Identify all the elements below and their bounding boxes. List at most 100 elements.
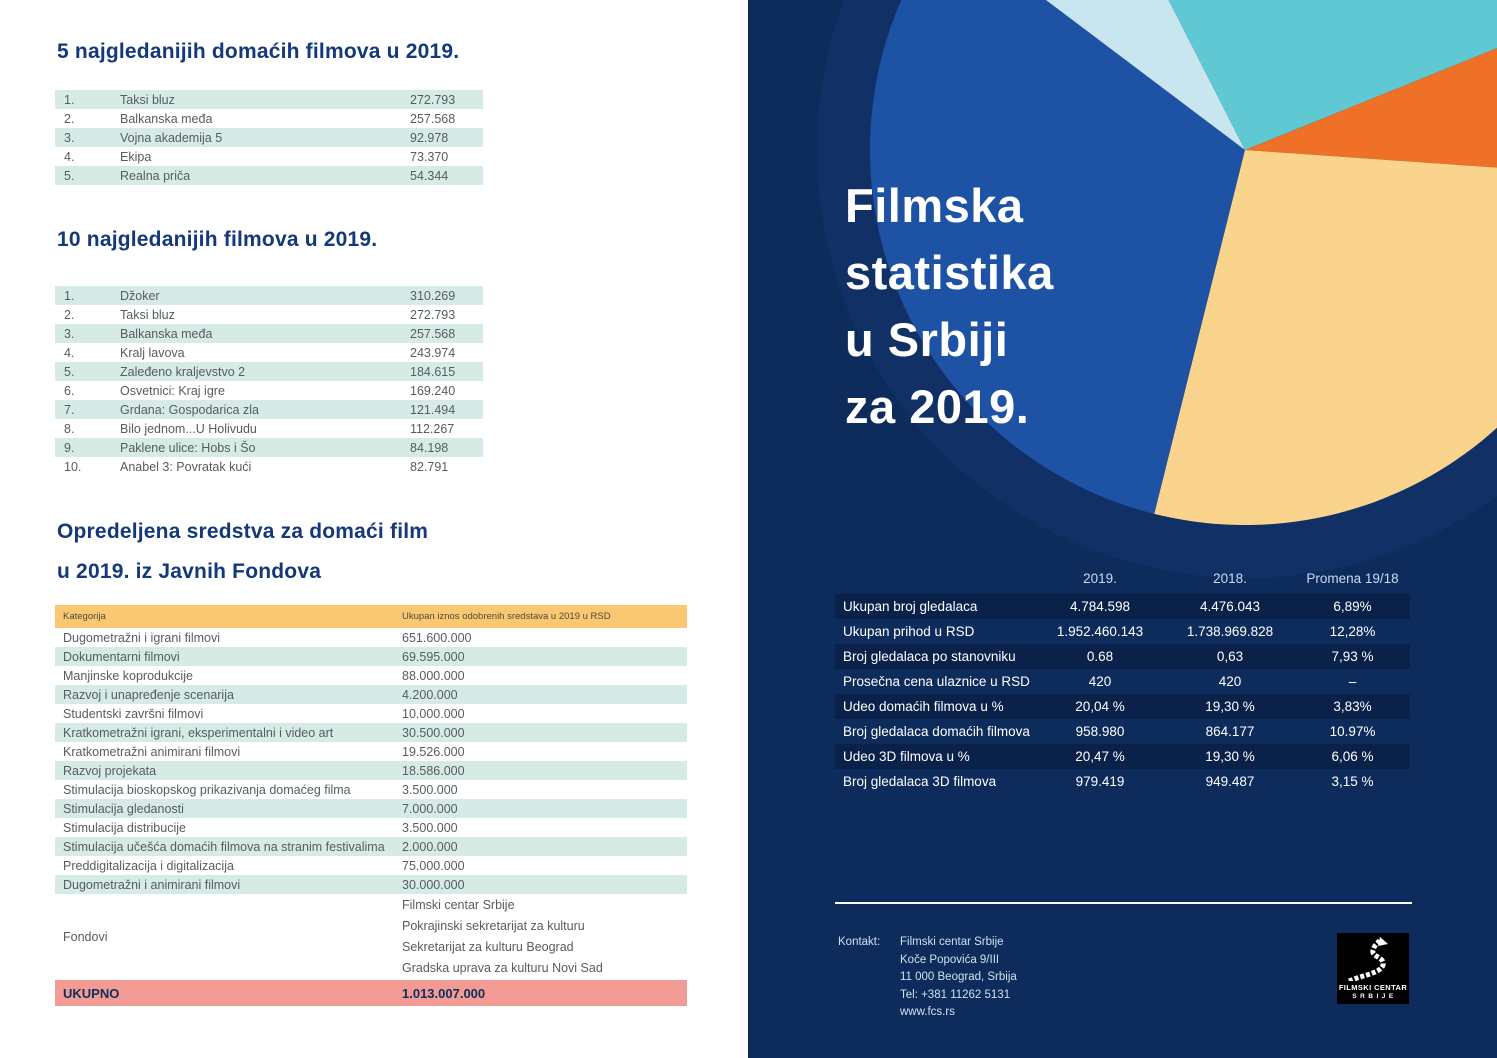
table-row: 9. Paklene ulice: Hobs i Šo 84.198 (55, 438, 483, 457)
funds-table-row: Dugometražni i igrani filmovi 651.600.000 (55, 628, 687, 647)
stats-2018-cell: 4.476.043 (1199, 599, 1261, 614)
film-admissions-cell: 82.791 (410, 459, 449, 474)
funds-category-cell: Kratkometražni animirani filmovi (63, 744, 241, 759)
stats-label-cell: Broj gledalaca po stanovniku (843, 649, 1016, 664)
film-name-cell: Džoker (120, 288, 160, 303)
funds-category-cell: Stimulacija bioskopskog prikazivanja dom… (63, 782, 351, 797)
table-row: 1. Džoker 310.269 (55, 286, 483, 305)
stats-2019-cell: 20,47 % (1075, 749, 1125, 764)
fondovi-item: Filmski centar Srbije (402, 898, 515, 912)
stats-header-2019: 2019. (1083, 570, 1117, 586)
film-name-cell: Taksi bluz (120, 92, 175, 107)
stats-row: Ukupan prihod u RSD 1.952.460.143 1.738.96… (835, 619, 1410, 644)
film-admissions-cell: 73.370 (410, 149, 449, 164)
film-rank-cell: 2. (64, 307, 75, 322)
fcs-logo-text-line1: FILMSKI CENTAR (1338, 983, 1408, 992)
stats-table-rows: Ukupan broj gledalaca 4.784.598 4.476.043 6… (835, 594, 1410, 794)
film-admissions-cell: 272.793 (410, 307, 456, 322)
stats-change-cell: 3,83% (1333, 699, 1372, 714)
stats-change-cell: 6,06 % (1331, 749, 1374, 764)
film-admissions-cell: 184.615 (410, 364, 456, 379)
stats-change-cell: 12,28% (1329, 624, 1376, 639)
funds-category-cell: Stimulacija distribucije (63, 820, 186, 835)
contact-line: Filmski centar Srbije (900, 936, 1004, 948)
contact-label: Kontakt: (838, 936, 881, 948)
stats-row: Ukupan broj gledalaca 4.784.598 4.476.043 6… (835, 594, 1410, 619)
stats-2018-cell: 864.177 (1205, 724, 1255, 739)
fcs-logo-film-strip-icon (1348, 937, 1388, 981)
stats-row: Udeo 3D filmova u % 20,47 % 19,30 % 6,06 % (835, 744, 1410, 769)
right-page: Filmska statistika u Srbiji za 2019. 2019. … (748, 0, 1497, 1058)
table-row: 5. Zaleđeno kraljevstvo 2 184.615 (55, 362, 483, 381)
funds-amount-cell: 651.600.000 (402, 630, 472, 645)
stats-2019-cell: 1.952.460.143 (1056, 624, 1144, 639)
stats-row: Broj gledalaca domaćih filmova 958.980 864… (835, 719, 1410, 744)
stats-header-2018: 2018. (1213, 570, 1247, 586)
funds-table-row: Dugometražni i animirani filmovi 30.000.0… (55, 875, 687, 894)
stats-row: Udeo domaćih filmova u % 20,04 % 19,30 % 3,… (835, 694, 1410, 719)
funds-table-row: Preddigitalizacija i digitalizacija 75.00… (55, 856, 687, 875)
table-row: 3. Balkanska međa 257.568 (55, 324, 483, 343)
funds-amount-cell: 3.500.000 (402, 782, 458, 797)
funds-table-row: Razvoj i unapređenje scenarija 4.200.000 (55, 685, 687, 704)
stats-label-cell: Broj gledalaca domaćih filmova (843, 724, 1030, 739)
left-page: 5 najgledanijih domaćih filmova u 2019. … (0, 0, 748, 1058)
film-admissions-cell: 257.568 (410, 111, 456, 126)
cover-title-line: Filmska (845, 179, 1024, 232)
funds-table-row: Stimulacija učešća domaćih filmova na st… (55, 837, 687, 856)
funds-category-cell: Kratkometražni igrani, eksperimentalni i… (63, 725, 334, 740)
film-name-cell: Bilo jednom...U Holivudu (120, 421, 257, 436)
total-value: 1.013.007.000 (402, 985, 486, 1001)
table-row: 8. Bilo jednom...U Holivudu 112.267 (55, 419, 483, 438)
table-funds-header-amount: Ukupan iznos odobrenih sredstava u 2019 … (402, 611, 611, 622)
film-name-cell: Vojna akademija 5 (120, 130, 223, 145)
fondovi-item: Sekretarijat za kulturu Beograd (402, 940, 574, 954)
funds-table-row: Razvoj projekata 18.586.000 (55, 761, 687, 780)
cover-title-line: za 2019. (845, 380, 1030, 433)
table-funds-header-category: Kategorija (63, 611, 106, 622)
contact-lines: Filmski centar Srbije Koče Popovića 9/III… (900, 934, 1160, 1022)
funds-amount-cell: 30.000.000 (402, 877, 465, 892)
total-label: UKUPNO (63, 985, 120, 1001)
film-rank-cell: 7. (64, 402, 75, 417)
funds-table-row: Dokumentarni filmovi 69.595.000 (55, 647, 687, 666)
fcs-logo: FILMSKI CENTAR SRBIJE (1337, 933, 1409, 1004)
stats-change-cell: 6,89% (1333, 599, 1372, 614)
contact-line: Koče Popovića 9/III (900, 953, 1000, 966)
film-admissions-cell: 92.978 (410, 130, 449, 145)
stats-row: Broj gledalaca 3D filmova 979.419 949.487 3… (835, 769, 1410, 794)
funds-amount-cell: 19.526.000 (402, 744, 465, 759)
pie-slice-orange (1245, 48, 1497, 168)
cover-title-line: statistika (845, 246, 1054, 299)
table-row: 5. Realna priča 54.344 (55, 166, 483, 185)
stats-2019-cell: 4.784.598 (1069, 599, 1131, 614)
film-admissions-cell: 257.568 (410, 326, 456, 341)
film-name-cell: Anabel 3: Povratak kući (120, 459, 252, 474)
total-row: UKUPNO 1.013.007.000 (55, 980, 687, 1006)
film-admissions-cell: 272.793 (410, 92, 456, 107)
film-admissions-cell: 169.240 (410, 383, 456, 398)
stats-change-cell: – (1348, 674, 1357, 689)
stats-2019-cell: 979.419 (1075, 774, 1125, 789)
stats-change-cell: 3,15 % (1331, 774, 1374, 789)
film-name-cell: Zaleđeno kraljevstvo 2 (120, 364, 246, 379)
table-top5-domestic-films: 1. Taksi bluz 272.793 2. Balkanska međa 257.5… (55, 90, 483, 185)
fondovi-values: Filmski centar Srbije Pokrajinski sekreta… (402, 895, 687, 979)
funds-table-row: Stimulacija distribucije 3.500.000 (55, 818, 687, 837)
funds-category-cell: Razvoj projekata (63, 763, 157, 778)
table-row: 6. Osvetnici: Kraj igre 169.240 (55, 381, 483, 400)
funds-amount-cell: 3.500.000 (402, 820, 458, 835)
film-name-cell: Balkanska međa (120, 326, 213, 341)
film-rank-cell: 5. (64, 364, 75, 379)
stats-row: Prosečna cena ulaznice u RSD 420 420 – (835, 669, 1410, 694)
cover-pie-chart (817, 0, 1497, 578)
table-row: 4. Ekipa 73.370 (55, 147, 483, 166)
table-funds-header: Kategorija Ukupan iznos odobrenih sredst… (55, 605, 687, 628)
film-admissions-cell: 243.974 (410, 345, 456, 360)
funds-amount-cell: 75.000.000 (402, 858, 465, 873)
funds-amount-cell: 4.200.000 (402, 687, 458, 702)
film-name-cell: Realna priča (120, 168, 191, 183)
table-funds-rows: Dugometražni i igrani filmovi 651.600.000… (55, 628, 687, 894)
film-admissions-cell: 54.344 (410, 168, 449, 183)
stats-change-cell: 7,93 % (1331, 649, 1374, 664)
